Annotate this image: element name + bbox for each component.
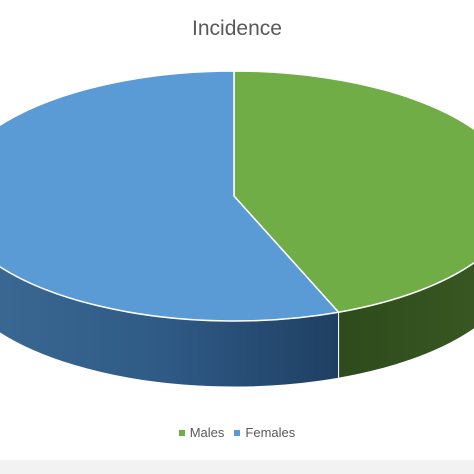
legend-label: Males [189,425,225,440]
legend-label: Females [245,425,296,440]
pie-slice-females [0,70,340,322]
legend-swatch [178,429,185,436]
legend-swatch [234,429,241,436]
chart-title: Incidence [192,17,282,40]
legend-item-males: Males [178,425,225,440]
legend: Males Females [0,425,474,440]
bottom-band [0,460,474,474]
pie-slice-males [233,70,474,313]
legend-item-females: Females [234,425,295,440]
